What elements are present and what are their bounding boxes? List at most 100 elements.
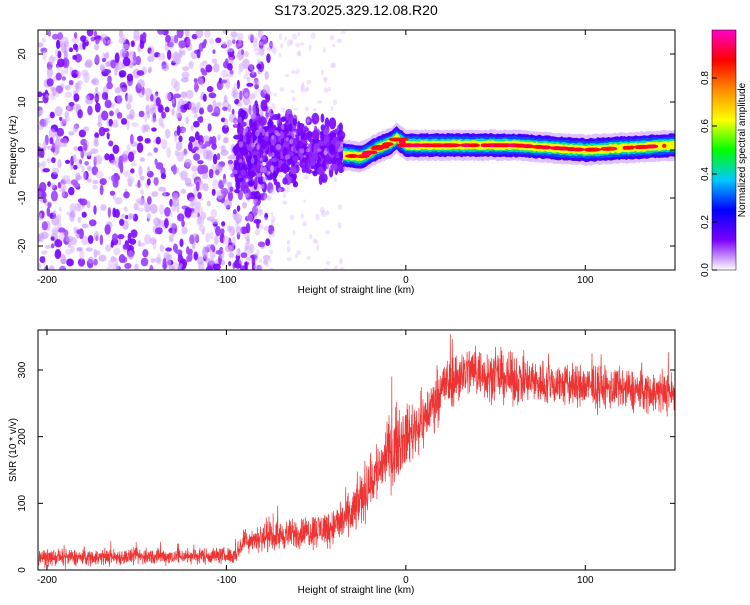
spectrogram-blob xyxy=(87,105,93,116)
spectrogram-blob xyxy=(235,179,241,191)
spectrogram-blob xyxy=(327,166,331,171)
spectrogram-blob xyxy=(146,178,151,186)
spectrogram-blob xyxy=(234,166,239,179)
spectrogram-blob xyxy=(295,253,298,259)
colorbar-tick-label: 0.0 xyxy=(700,263,711,277)
y-tick-label: 300 xyxy=(17,361,28,378)
spectrogram-blob xyxy=(292,175,297,188)
spectrogram-blob xyxy=(38,212,43,219)
spectrogram-blob xyxy=(238,141,244,148)
spectrogram-blob xyxy=(260,139,268,149)
spectrogram-blob xyxy=(268,165,274,174)
spectrogram-blob xyxy=(56,213,62,223)
spectrogram-blob xyxy=(121,213,126,219)
spectrogram-blob xyxy=(223,136,229,144)
spectrogram-blob xyxy=(87,165,92,172)
spectrogram-blob xyxy=(56,39,61,50)
spectrogram-blob xyxy=(44,265,49,270)
spectrogram-blob xyxy=(215,225,221,237)
spectrogram-blob xyxy=(260,157,263,162)
snr-plot-area xyxy=(38,330,675,570)
spectrogram-blob xyxy=(307,143,311,152)
spectrogram-blob xyxy=(216,80,224,91)
spectrogram-blob xyxy=(77,257,86,267)
spectrogram-blob xyxy=(255,103,260,116)
spectrogram-blob xyxy=(54,239,63,248)
spectrogram-blob xyxy=(128,213,132,220)
spectrogram-blob xyxy=(46,67,54,78)
spectrogram-blob xyxy=(188,197,197,203)
spectrogram-blob xyxy=(45,93,49,99)
spectrogram-blob xyxy=(206,86,214,93)
spectrogram-blob xyxy=(94,86,99,93)
spectrogram-blob xyxy=(86,178,92,183)
spectrogram-blob xyxy=(233,117,238,124)
spectrogram-blob xyxy=(135,55,142,66)
spectrogram-blob xyxy=(91,77,100,86)
spectrogram-blob xyxy=(293,107,298,111)
spectrogram-blob xyxy=(60,36,69,45)
spectrogram-blob xyxy=(104,244,112,252)
spectrogram-band-core xyxy=(345,154,359,158)
spectrogram-blob xyxy=(107,207,111,218)
colorbar: 0.0 0.2 0.4 0.6 0.8 Normalized spectral ampl… xyxy=(700,29,748,277)
spectrogram-blob xyxy=(283,164,288,175)
spectrogram-blob xyxy=(139,157,145,162)
spectrogram-blob xyxy=(192,146,199,151)
spectrogram-blob xyxy=(201,60,208,66)
spectrogram-blob xyxy=(162,257,167,269)
spectrogram-blob xyxy=(155,162,164,170)
spectrogram-blob xyxy=(149,237,157,245)
spectrogram-blob xyxy=(234,258,242,269)
spectrogram-blob xyxy=(168,265,175,270)
spectrogram-blob xyxy=(284,154,291,160)
spectrogram-blob xyxy=(338,151,343,160)
spectrogram-blob xyxy=(114,86,121,94)
spectrogram-blob xyxy=(266,182,274,194)
spectrogram-blob xyxy=(126,144,131,154)
spectrogram-blob xyxy=(178,49,183,58)
spectrogram-blob xyxy=(239,125,244,135)
spectrogram-blob xyxy=(104,69,112,74)
spectrogram-blob xyxy=(165,247,172,252)
spectrogram-blob xyxy=(306,157,311,169)
spectrogram-blob xyxy=(254,46,260,52)
spectrogram-blob xyxy=(262,36,268,45)
spectrogram-blob xyxy=(100,204,107,211)
spectrogram-blob xyxy=(93,258,98,266)
spectrogram-blob xyxy=(62,175,71,183)
spectrogram-blob xyxy=(81,211,87,218)
spectrogram-blob xyxy=(256,248,260,256)
spectrogram-blob xyxy=(73,182,81,189)
spectrogram-blob xyxy=(103,128,110,133)
spectrogram-blob xyxy=(249,118,253,128)
spectrogram-blob xyxy=(38,106,44,117)
spectrogram-blob xyxy=(209,250,216,259)
spectrogram-blob xyxy=(83,171,87,181)
spectrogram-blob xyxy=(86,30,94,37)
spectrogram-blob xyxy=(258,258,263,264)
spectrogram-blob xyxy=(237,70,241,75)
spectrogram-blob xyxy=(266,255,271,259)
spectrogram-blob xyxy=(64,91,73,98)
spectrogram-blob xyxy=(178,135,183,143)
spectrogram-blob xyxy=(155,136,161,145)
spectrogram-blob xyxy=(122,150,129,157)
spectrogram-blob xyxy=(81,69,89,77)
spectrogram-blob xyxy=(236,205,241,212)
spectrogram-blob xyxy=(138,242,146,247)
spectrogram-blob xyxy=(96,122,103,127)
spectrogram-blob xyxy=(186,37,191,46)
spectrogram-blob xyxy=(61,76,67,81)
spectrogram-blob xyxy=(173,93,182,99)
spectrogram-blob xyxy=(238,47,244,55)
spectrogram-blob xyxy=(197,215,203,225)
spectrogram-blob xyxy=(73,31,78,39)
spectrogram-blob xyxy=(335,140,340,151)
spectrogram-blob xyxy=(153,177,159,186)
spectrogram-blob xyxy=(144,234,152,245)
spectrogram-blob xyxy=(246,133,251,145)
spectrogram-blob xyxy=(260,116,267,126)
spectrogram-blob xyxy=(267,172,275,180)
spectrogram-blob xyxy=(139,40,145,50)
